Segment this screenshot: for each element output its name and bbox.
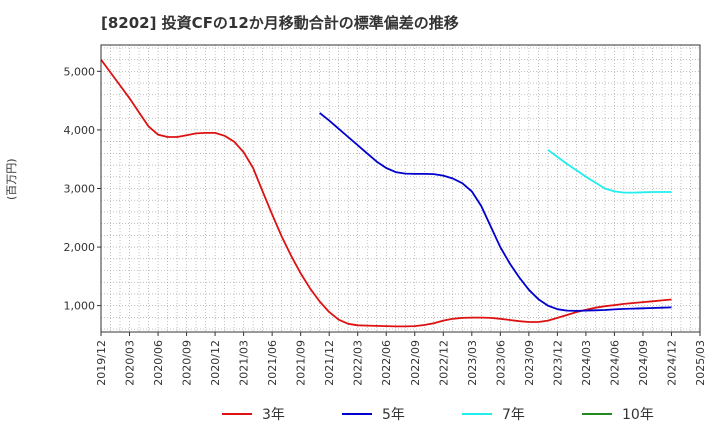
chart-title: [8202] 投資CFの12か月移動合計の標準偏差の推移 [101,14,459,32]
x-tick-label: 2020/12 [209,340,222,386]
legend-swatch [342,413,372,415]
x-tick-label: 2023/06 [494,340,507,386]
legend-item: 5年 [342,404,462,424]
x-tick-label: 2021/12 [323,340,336,386]
legend-swatch [222,413,252,415]
plot-frame [100,44,701,333]
legend-swatch [582,413,612,415]
x-tick-label: 2023/03 [466,340,479,386]
x-tick-label: 2022/09 [409,340,422,386]
x-tick-label: 2021/09 [295,340,308,386]
y-tick-label: 3,000 [64,183,96,196]
x-tick-label: 2021/06 [266,340,279,386]
legend-item: 10年 [582,404,702,424]
legend-label: 10年 [622,407,654,423]
legend-swatch [462,413,492,415]
grid [100,45,701,332]
x-tick-label: 2020/09 [181,340,194,386]
x-tick-label: 2024/09 [637,340,650,386]
legend-label: 7年 [502,407,525,423]
series-lines [100,59,672,328]
y-tick-label: 1,000 [64,300,96,313]
x-tick-label: 2023/09 [523,340,536,386]
x-tick-label: 2024/12 [665,340,678,386]
y-tick-label: 5,000 [64,65,96,78]
x-tick-label: 2022/12 [437,340,450,386]
x-tick-label: 2025/03 [694,340,707,386]
y-tick-label: 4,000 [64,124,96,137]
legend-label: 5年 [382,407,405,423]
x-tick-label: 2022/03 [352,340,365,386]
y-tick-label: 2,000 [64,241,96,254]
legend-label: 3年 [262,407,285,423]
x-tick-label: 2020/06 [152,340,165,386]
series-line-1 [100,59,672,328]
legend-item: 7年 [462,404,582,424]
y-tick-labels: 1,000 2,000 3,000 4,000 5,000 [64,65,96,312]
x-tick-label: 2020/03 [124,340,137,386]
x-tick-label: 2024/03 [580,340,593,386]
x-tick-label: 2024/06 [608,340,621,386]
legend: 3年 5年 7年 10年 [222,404,702,424]
legend-item: 3年 [222,404,342,424]
axes [97,44,701,336]
series-line-2 [319,112,672,312]
x-tick-labels: 2019/12 2020/03 2020/06 2020/09 2020/12 2021/… [95,340,707,386]
x-tick-label: 2019/12 [95,340,108,386]
series-line-3 [547,149,672,194]
x-tick-label: 2021/03 [238,340,251,386]
x-tick-label: 2023/12 [551,340,564,386]
x-tick-label: 2022/06 [380,340,393,386]
